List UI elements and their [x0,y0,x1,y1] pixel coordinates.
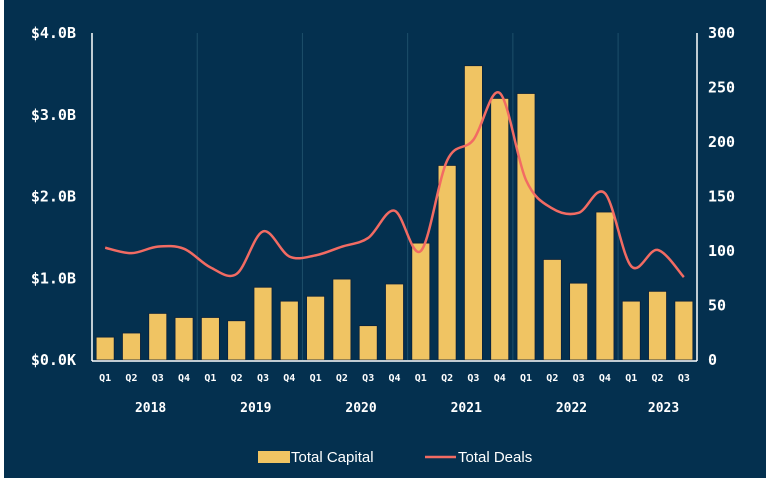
quarter-label: Q1 [99,373,111,384]
quarter-label: Q3 [467,373,479,384]
left-tick-label: $1.0B [31,269,76,287]
right-tick-label: 100 [708,242,735,260]
quarter-label: Q3 [362,373,374,384]
total-deals-line [104,91,685,279]
legend: Total Capital Total Deals [258,449,532,466]
year-label-2020: 2020 [345,401,376,416]
quarter-label: Q2 [336,373,348,384]
quarter-label: Q4 [283,373,295,384]
quarter-label: Q2 [546,373,558,384]
right-axis-ticks: 0 50 100 150 200 250 300 [708,24,735,369]
quarter-label: Q1 [310,373,322,384]
bar-total-capital [437,165,457,361]
left-axis-ticks: $0.0K $1.0B $2.0B $3.0B $4.0B [31,24,76,369]
right-tick-label: 50 [708,297,726,315]
bar-total-capital [516,93,536,361]
quarter-label: Q1 [204,373,216,384]
bar-total-capital [490,98,510,361]
bar-total-capital [464,65,483,361]
quarter-label: Q3 [573,373,585,384]
bar-total-capital [95,336,115,361]
legend-swatch-total-capital [258,451,290,463]
quarter-label: Q1 [415,373,427,384]
bar-total-capital [595,211,615,361]
bar-total-capital [332,278,352,361]
year-label-2021: 2021 [451,401,482,416]
quarter-label: Q3 [152,373,164,384]
quarter-labels: Q1 Q2 Q3 Q4 Q1 Q2 Q3 Q4 Q1 Q2 Q3 Q4 Q1 Q2 Q3 Q4 Q1 Q2 Q3 Q4… [99,373,690,384]
chart-container: $0.0K $1.0B $2.0B $3.0B $4.0B 0 50 100 150 200 25… [4,0,766,478]
year-label-2023: 2023 [648,401,679,416]
bar-total-capital [358,325,378,361]
bar-total-capital [253,286,273,361]
year-label-2019: 2019 [240,401,271,416]
bar-total-capital [148,313,168,361]
bar-total-capital [122,332,141,361]
quarter-label: Q2 [125,373,137,384]
bar-total-capital [411,242,431,361]
legend-label-total-capital: Total Capital [291,449,374,466]
right-tick-label: 200 [708,133,735,151]
legend-label-total-deals: Total Deals [458,449,532,466]
left-tick-label: $3.0B [31,106,76,124]
bar-total-capital [306,295,325,361]
bar-total-capital [174,317,194,361]
quarter-label: Q3 [678,373,690,384]
quarter-label: Q2 [231,373,243,384]
quarter-label: Q4 [178,373,190,384]
quarter-label: Q1 [625,373,637,384]
combo-chart: $0.0K $1.0B $2.0B $3.0B $4.0B 0 50 100 150 200 25… [31,24,735,466]
quarter-label: Q3 [257,373,269,384]
right-tick-label: 250 [708,79,735,97]
bar-total-capital [385,283,404,361]
year-label-2018: 2018 [135,401,166,416]
year-labels: 2018 2019 2020 2021 2022 2023 [135,401,679,416]
right-tick-label: 300 [708,24,735,42]
quarter-label: Q2 [441,373,453,384]
bar-total-capital [674,300,694,361]
bar-total-capital [200,317,220,361]
right-tick-label: 150 [708,188,735,206]
bar-total-capital [569,282,589,361]
year-separators [196,33,619,360]
bar-total-capital [227,320,247,361]
left-tick-label: $0.0K [31,351,76,369]
left-tick-label: $2.0B [31,188,76,206]
quarter-label: Q4 [599,373,611,384]
bar-total-capital [621,300,641,361]
quarter-label: Q2 [652,373,664,384]
year-label-2022: 2022 [556,401,587,416]
quarter-label: Q4 [494,373,506,384]
bar-total-capital [279,300,299,361]
bar-total-capital [542,259,562,361]
bar-total-capital [648,290,667,361]
left-tick-label: $4.0B [31,24,76,42]
quarter-label: Q1 [520,373,532,384]
right-tick-label: 0 [708,351,717,369]
bars [95,65,694,361]
quarter-label: Q4 [388,373,400,384]
